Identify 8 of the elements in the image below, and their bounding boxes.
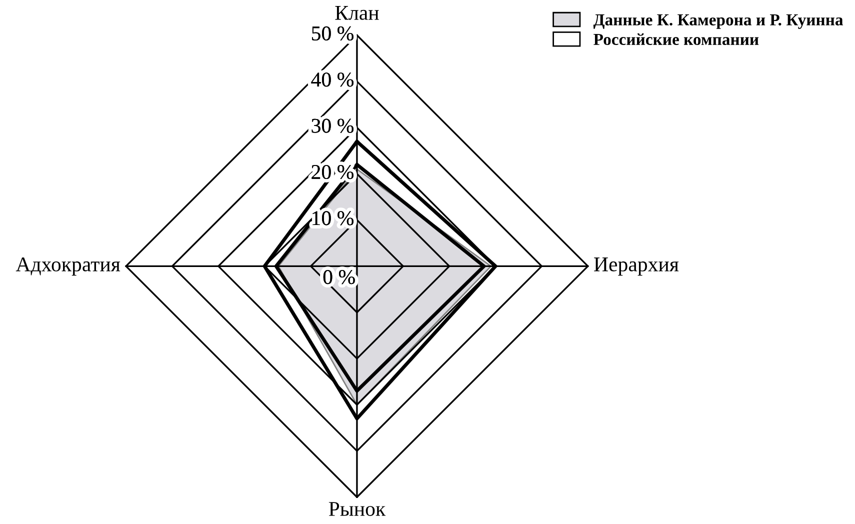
legend-label: Данные К. Камерона и Р. Куинна (593, 14, 844, 29)
spoke-label: Рынок (328, 502, 386, 516)
spoke-label: Иерархия (594, 258, 679, 276)
spoke-label: Адхократия (16, 257, 120, 276)
legend-label: Российские компании (594, 33, 759, 46)
y-tick-label: 30 % (312, 118, 354, 133)
spoke-label: Клан (335, 6, 379, 20)
y-tick-label: 50 % (312, 26, 354, 41)
